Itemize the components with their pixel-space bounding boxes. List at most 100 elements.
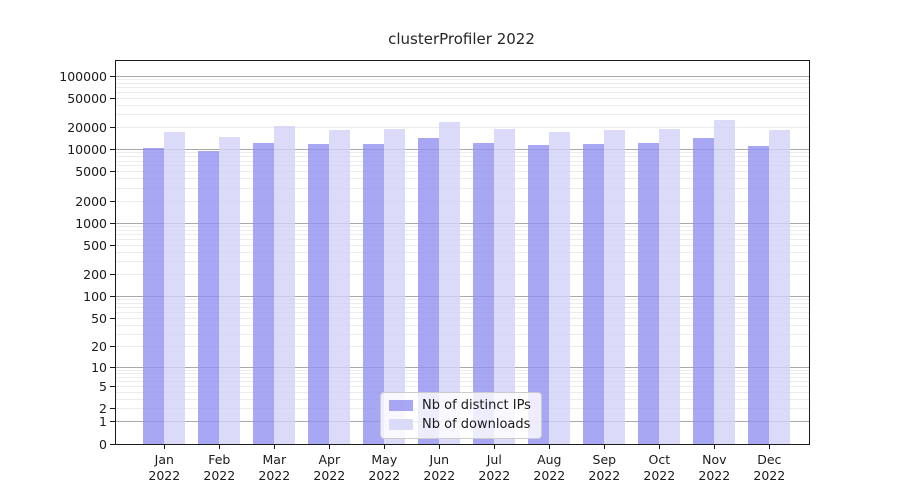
x-tick-mark (328, 444, 330, 449)
minor-gridline (116, 165, 809, 167)
y-tick-mark (110, 295, 116, 297)
y-tick-label: 500 (83, 237, 107, 253)
bar-distinct-ips-feb (198, 150, 220, 444)
x-tick-label: Feb 2022 (203, 452, 236, 483)
bar-downloads-jul (494, 129, 516, 444)
bar-distinct-ips-mar (253, 142, 275, 444)
minor-gridline (116, 299, 809, 301)
y-tick-label: 2 (99, 401, 107, 417)
y-tick-label: 1 (99, 414, 107, 430)
legend: Nb of distinct IPs Nb of downloads (380, 392, 542, 439)
bar-distinct-ips-nov (693, 138, 715, 444)
minor-gridline (116, 200, 809, 202)
x-tick-mark (438, 444, 440, 449)
x-tick-mark (713, 444, 715, 449)
minor-gridline (116, 312, 809, 314)
legend-swatch-distinct-ips (389, 400, 413, 411)
minor-gridline (116, 307, 809, 309)
bar-downloads-nov (714, 119, 736, 444)
y-tick-label: 5000 (75, 164, 107, 180)
x-tick-mark (658, 444, 660, 449)
bar-downloads-apr (329, 130, 351, 444)
minor-gridline (116, 86, 809, 88)
minor-gridline (116, 303, 809, 305)
minor-gridline (116, 261, 809, 263)
minor-gridline (116, 178, 809, 180)
plot-area: 100000 50000 20000 10000 5000 2000 1000 500 200 1… (59, 60, 810, 483)
x-tick-label: Apr 2022 (313, 452, 346, 483)
bar-downloads-jun (439, 121, 461, 444)
x-tick-label: May 2022 (368, 452, 401, 483)
y-tick-label: 20000 (67, 119, 107, 135)
minor-gridline (116, 78, 809, 80)
y-tick-mark (110, 386, 116, 388)
minor-gridline (116, 273, 809, 275)
y-tick-label: 10000 (67, 142, 107, 158)
legend-label-distinct-ips: Nb of distinct IPs (422, 398, 531, 413)
x-tick-label: Mar 2022 (258, 452, 291, 483)
major-gridline (116, 295, 809, 297)
minor-gridline (116, 97, 809, 99)
major-gridline (116, 222, 809, 224)
minor-gridline (116, 346, 809, 348)
x-tick-label: Jul 2022 (478, 452, 511, 483)
legend-label-downloads: Nb of downloads (422, 417, 531, 432)
bar-distinct-ips-jun (418, 137, 440, 444)
x-tick-label: Aug 2022 (533, 452, 566, 483)
minor-gridline (116, 381, 809, 383)
y-tick-mark (110, 317, 116, 319)
bar-downloads-aug (549, 132, 571, 444)
x-tick-label: Jan 2022 (148, 452, 181, 483)
bar-downloads-mar (274, 125, 296, 444)
minor-gridline (116, 229, 809, 231)
bar-downloads-dec (769, 130, 791, 444)
legend-item-downloads: Nb of downloads (389, 417, 531, 432)
bar-distinct-ips-jul (473, 143, 495, 444)
chart-title: clusterProfiler 2022 (388, 30, 535, 48)
y-tick-mark (110, 366, 116, 368)
minor-gridline (116, 114, 809, 115)
minor-gridline (116, 82, 809, 84)
x-tick-mark (493, 444, 495, 449)
bar-distinct-ips-jan (143, 147, 165, 444)
x-tick-mark (273, 444, 275, 449)
minor-gridline (116, 171, 809, 173)
y-tick-mark (110, 408, 116, 410)
y-tick-label: 2000 (75, 193, 107, 209)
minor-gridline (116, 238, 809, 240)
x-tick-mark (548, 444, 550, 449)
bar-downloads-feb (219, 136, 241, 444)
y-tick-label: 5 (99, 379, 107, 395)
x-tick-label: Sep 2022 (588, 452, 621, 483)
x-tick-mark (383, 444, 385, 449)
major-gridline (116, 75, 809, 77)
y-tick-label: 200 (83, 266, 107, 282)
minor-gridline (116, 377, 809, 379)
x-tick-mark (163, 444, 165, 449)
minor-gridline (116, 369, 809, 371)
y-tick-label: 0 (99, 436, 107, 452)
y-tick-mark (110, 421, 116, 423)
y-tick-mark (110, 346, 116, 348)
y-tick-label: 10 (91, 359, 107, 375)
legend-swatch-downloads (389, 419, 413, 430)
x-tick-label: Nov 2022 (698, 452, 731, 483)
y-tick-mark (110, 75, 116, 77)
y-tick-label: 50 (91, 310, 107, 326)
minor-gridline (116, 226, 809, 228)
bar-distinct-ips-dec (748, 145, 770, 444)
minor-gridline (116, 373, 809, 375)
y-tick-mark (110, 244, 116, 246)
y-tick-label: 50000 (67, 90, 107, 106)
x-tick-mark (218, 444, 220, 449)
bar-distinct-ips-aug (528, 145, 550, 444)
major-gridline (116, 366, 809, 368)
x-tick-mark (603, 444, 605, 449)
minor-gridline (116, 244, 809, 246)
y-tick-label: 100 (83, 288, 107, 304)
x-tick-label: Jun 2022 (423, 452, 456, 483)
y-tick-mark (110, 97, 116, 99)
minor-gridline (116, 160, 809, 162)
minor-gridline (116, 251, 809, 253)
